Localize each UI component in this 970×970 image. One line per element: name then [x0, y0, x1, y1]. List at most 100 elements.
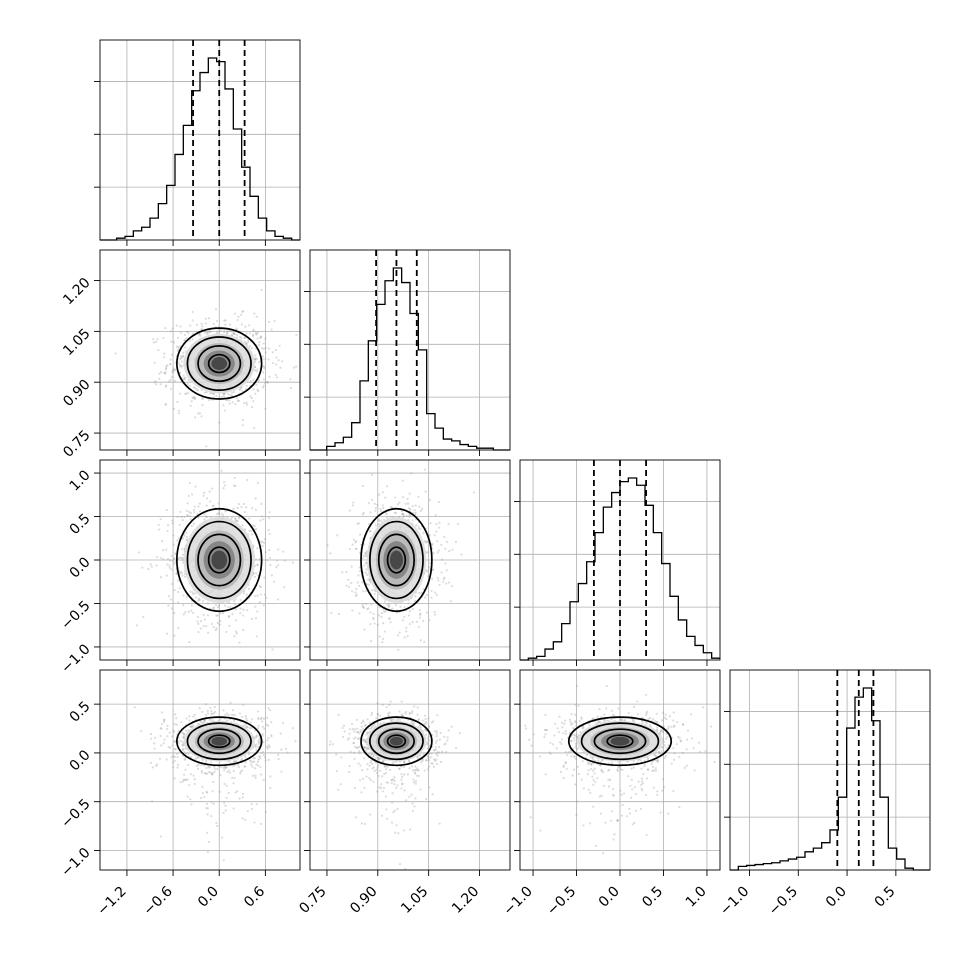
sample-point: [197, 412, 200, 415]
sample-point: [258, 558, 261, 561]
sample-point: [396, 503, 399, 506]
sample-point: [371, 767, 374, 770]
sample-point: [206, 602, 210, 605]
sample-point: [381, 504, 384, 507]
sample-point: [551, 743, 555, 746]
sample-point: [358, 745, 361, 748]
sample-point: [291, 727, 294, 730]
sample-point: [241, 389, 244, 393]
sample-point: [232, 807, 235, 810]
sample-point: [191, 319, 194, 322]
sample-point: [395, 823, 398, 827]
sample-point: [173, 552, 177, 555]
sample-point: [242, 608, 245, 611]
sample-point: [245, 401, 248, 404]
sample-point: [370, 713, 373, 716]
sample-point: [241, 310, 244, 313]
sample-point: [403, 761, 406, 764]
sample-point: [371, 473, 374, 476]
sample-point: [188, 719, 191, 722]
sample-point: [260, 515, 264, 518]
sample-point: [451, 585, 454, 588]
sample-point: [353, 786, 356, 790]
sample-point: [181, 553, 184, 556]
sample-point: [253, 426, 256, 430]
sample-point: [254, 776, 257, 779]
sample-point: [378, 493, 381, 496]
sample-point: [337, 788, 340, 791]
y-tick-label: 1.20: [60, 275, 93, 308]
sample-point: [162, 336, 165, 340]
sample-point: [341, 571, 344, 574]
sample-point: [257, 742, 261, 745]
sample-point: [172, 754, 175, 758]
sample-point: [204, 322, 208, 325]
sample-point: [454, 540, 457, 543]
sample-point: [373, 723, 376, 726]
sample-point: [182, 354, 185, 358]
sample-point: [577, 704, 580, 707]
x-tick-label: 1.20: [449, 884, 482, 917]
sample-point: [259, 585, 262, 589]
sample-point: [200, 415, 203, 418]
sample-point: [354, 736, 357, 739]
sample-point: [253, 525, 256, 528]
sample-point: [194, 416, 197, 419]
sample-point: [162, 356, 166, 359]
sample-point: [183, 515, 186, 519]
sample-point: [155, 555, 159, 559]
sample-point: [381, 703, 384, 706]
sample-point: [427, 717, 430, 720]
sample-point: [413, 599, 416, 602]
sample-point: [172, 341, 176, 344]
sample-point: [277, 564, 280, 567]
sample-point: [191, 310, 194, 314]
sample-point: [362, 511, 365, 515]
sample-point: [166, 563, 169, 566]
contour-1: [197, 344, 242, 383]
sample-point: [374, 757, 377, 760]
histogram-panel-0: [94, 39, 301, 246]
sample-point: [172, 407, 176, 410]
sample-point: [640, 767, 643, 770]
sample-point: [193, 395, 196, 399]
sample-point: [276, 598, 280, 601]
sample-point: [188, 715, 191, 718]
sample-point: [663, 740, 666, 744]
sample-point: [251, 765, 254, 768]
sample-point: [159, 734, 162, 738]
sample-point: [404, 712, 407, 715]
sample-point: [249, 395, 252, 398]
sample-point: [357, 730, 360, 734]
sample-point: [176, 752, 179, 755]
sample-point: [194, 592, 197, 595]
sample-point: [183, 534, 186, 537]
sample-point: [411, 809, 414, 813]
sample-point: [365, 571, 368, 574]
sample-point: [335, 769, 338, 773]
sample-point: [650, 762, 653, 766]
sample-point: [170, 353, 174, 356]
sample-point: [268, 375, 271, 378]
sample-point: [283, 586, 286, 589]
sample-point: [329, 740, 332, 743]
sample-point: [371, 589, 374, 592]
sample-point: [223, 484, 227, 487]
sample-point: [427, 738, 430, 741]
sample-point: [234, 517, 237, 520]
sample-point: [183, 750, 186, 754]
sample-point: [180, 516, 183, 519]
sample-point: [267, 358, 270, 361]
sample-point: [222, 811, 225, 814]
sample-point: [254, 558, 257, 561]
sample-point: [184, 768, 187, 771]
sample-point: [245, 478, 249, 482]
sample-point: [450, 725, 453, 728]
sample-point: [210, 487, 214, 490]
sample-point: [167, 595, 170, 598]
sample-point: [223, 481, 226, 484]
sample-point: [169, 378, 172, 382]
sample-point: [153, 361, 156, 364]
sample-point: [270, 721, 273, 724]
sample-point: [421, 719, 424, 722]
